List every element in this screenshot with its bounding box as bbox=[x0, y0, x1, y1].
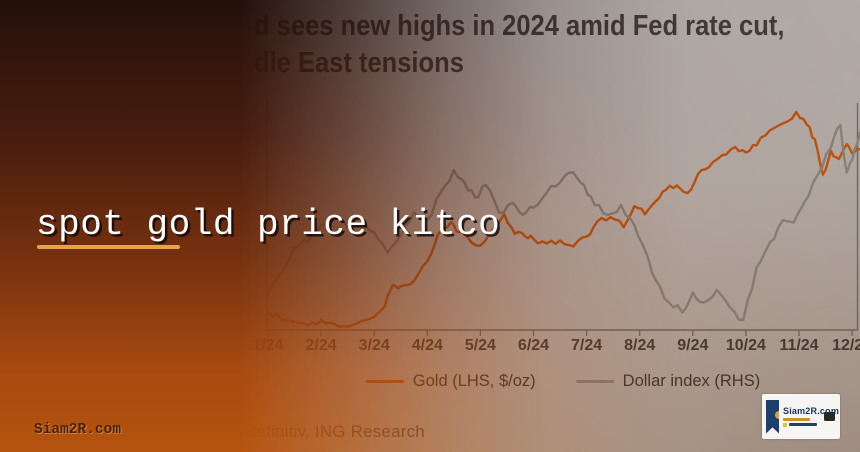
watermark-text: Siam2R.com bbox=[34, 422, 122, 438]
logo-brand-text: Siam2R.com bbox=[783, 406, 840, 417]
logo-card: Siam2R.com bbox=[762, 394, 840, 439]
logo-tagline-bar bbox=[783, 418, 810, 421]
logo-navy-bar bbox=[789, 423, 817, 427]
headline: spot gold price kitco bbox=[36, 204, 501, 249]
logo-yellow-dot bbox=[783, 422, 787, 427]
headline-underline bbox=[37, 245, 180, 249]
headline-text: spot gold price kitco bbox=[36, 204, 501, 245]
logo-badge-icon bbox=[824, 412, 835, 421]
logo-ribbon-icon bbox=[766, 399, 779, 434]
logo-accent-icon bbox=[775, 410, 779, 419]
logo-subline bbox=[783, 422, 839, 427]
